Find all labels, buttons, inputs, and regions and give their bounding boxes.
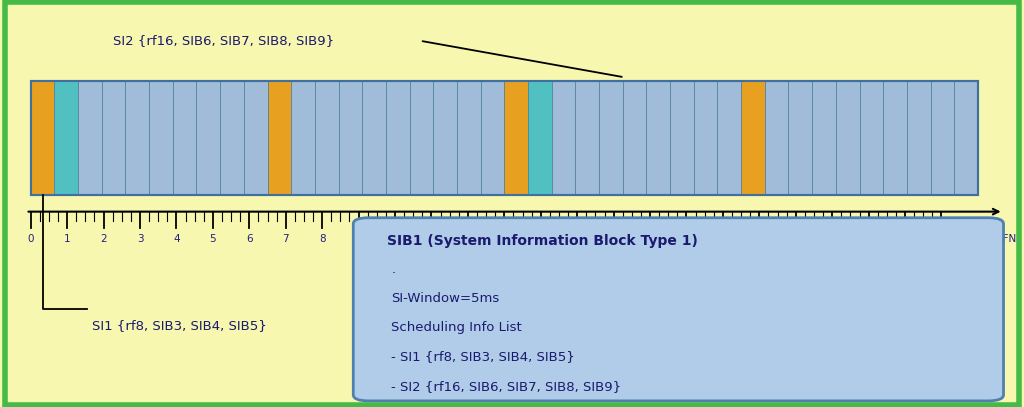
Bar [31,81,978,195]
Text: 1: 1 [63,234,71,244]
Bar [741,81,765,195]
Text: 9: 9 [355,234,361,244]
Bar [505,81,528,195]
Text: Scheduling Info List: Scheduling Info List [391,321,522,334]
Text: 20: 20 [753,234,766,244]
Text: 24: 24 [898,234,911,244]
Text: 21: 21 [790,234,803,244]
Text: SI-Window=5ms: SI-Window=5ms [391,292,500,305]
Text: 10: 10 [388,234,401,244]
Bar [31,81,54,195]
Text: 8: 8 [318,234,326,244]
Text: 0: 0 [28,234,34,244]
Text: 22: 22 [825,234,839,244]
Text: - SI1 {rf8, SIB3, SIB4, SIB5}: - SI1 {rf8, SIB3, SIB4, SIB5} [391,350,574,363]
Text: SI2 {rf16, SIB6, SIB7, SIB8, SIB9}: SI2 {rf16, SIB6, SIB7, SIB8, SIB9} [113,34,334,47]
Text: 4: 4 [173,234,180,244]
Text: SFN: SFN [996,234,1017,244]
Bar [267,81,291,195]
Text: 18: 18 [680,234,693,244]
Bar [528,81,552,195]
Bar [31,81,978,195]
Text: 17: 17 [643,234,656,244]
Text: 7: 7 [283,234,289,244]
Text: 3: 3 [136,234,143,244]
Text: 12: 12 [461,234,474,244]
Text: - SI2 {rf16, SIB6, SIB7, SIB8, SIB9}: - SI2 {rf16, SIB6, SIB7, SIB8, SIB9} [391,380,622,393]
FancyBboxPatch shape [5,2,1019,405]
Text: 16: 16 [607,234,621,244]
Text: 2: 2 [100,234,106,244]
Text: 6: 6 [246,234,253,244]
Text: SIB1 (System Information Block Type 1): SIB1 (System Information Block Type 1) [387,234,698,248]
Bar [54,81,78,195]
Text: 25: 25 [935,234,948,244]
Text: 11: 11 [425,234,438,244]
Text: .: . [391,263,395,276]
Text: 23: 23 [862,234,876,244]
Text: 19: 19 [716,234,729,244]
Text: SI1 {rf8, SIB3, SIB4, SIB5}: SI1 {rf8, SIB3, SIB4, SIB5} [92,319,267,332]
FancyBboxPatch shape [353,218,1004,401]
Text: 5: 5 [210,234,216,244]
Text: 13: 13 [498,234,511,244]
Text: 14: 14 [535,234,548,244]
Text: 15: 15 [570,234,584,244]
